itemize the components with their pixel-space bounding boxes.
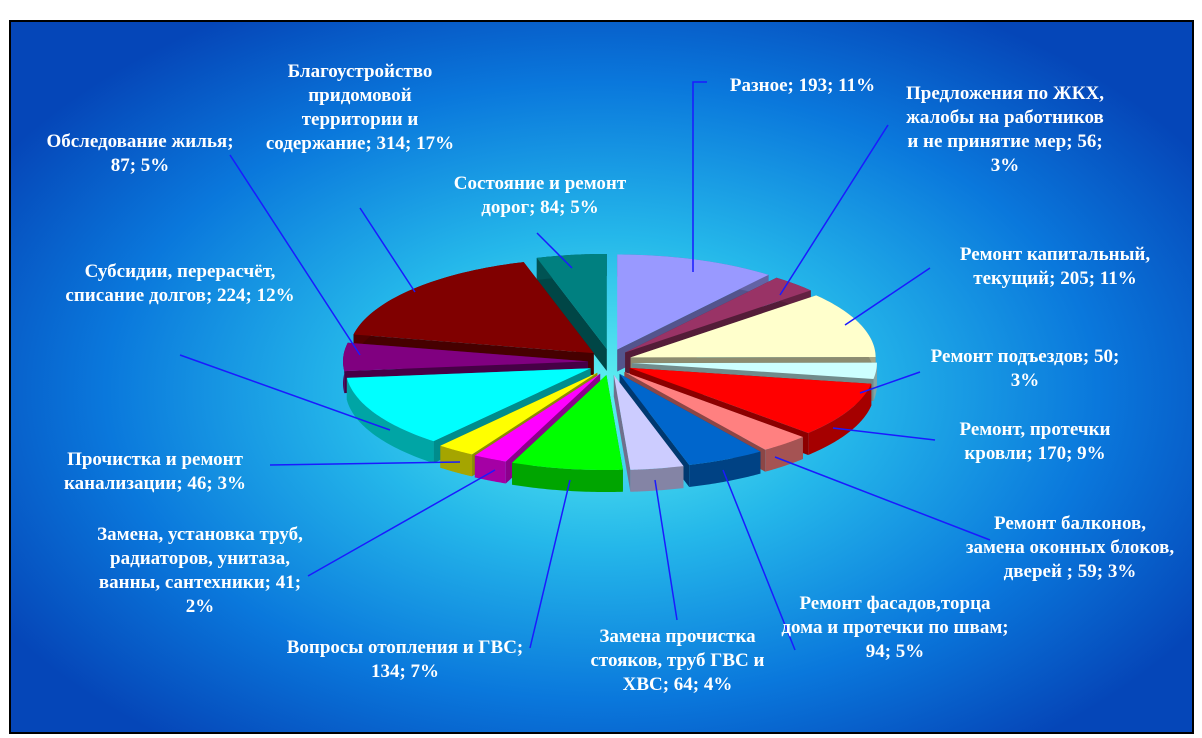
slice <box>630 295 876 358</box>
slice-side <box>536 257 607 371</box>
leader-line <box>179 354 391 431</box>
data-label: Состояние и ремонт дорог; 84; 5% <box>453 173 627 218</box>
leader-line <box>779 124 889 296</box>
slice-side <box>765 437 803 472</box>
leader-line <box>229 154 361 356</box>
slice <box>619 373 761 465</box>
data-label: Субсидии, перерасчёт, списание долгов; 2… <box>65 261 295 306</box>
leader-line <box>654 479 678 621</box>
slice <box>631 362 877 379</box>
slice-side <box>346 377 434 464</box>
leader-line <box>844 267 931 326</box>
leader-line <box>859 371 921 394</box>
slice <box>346 368 591 442</box>
leader-line <box>307 469 496 577</box>
slice <box>629 367 872 433</box>
slice <box>440 372 598 455</box>
data-label: Ремонт, протечки кровли; 170; 9% <box>959 419 1111 464</box>
leader-line <box>536 232 573 269</box>
data-label: Замена прочистка стояков, труб ГВС и ХВС… <box>590 626 765 695</box>
data-label: Предложения по ЖКХ, жалобы на работников… <box>906 83 1104 176</box>
slice-side <box>689 451 761 487</box>
slice-tops <box>343 253 877 471</box>
data-label: Разное; 193; 11% <box>729 75 876 96</box>
data-label: Ремонт подъездов; 50; 3% <box>930 346 1120 391</box>
slice-side <box>613 374 631 492</box>
data-label: Ремонт фасадов,торца дома и протечки по … <box>781 593 1009 662</box>
leader-line <box>832 427 936 441</box>
leader-line <box>269 461 461 466</box>
leader-line <box>529 479 571 649</box>
slice-side <box>873 362 877 401</box>
slice <box>617 254 769 350</box>
slice <box>624 371 803 450</box>
leader-line <box>722 469 796 651</box>
chart-area <box>9 20 1194 734</box>
data-label: Ремонт капитальный, текущий; 205; 11% <box>959 244 1151 289</box>
data-label: Прочистка и ремонт канализации; 46; 3% <box>63 449 246 494</box>
slice <box>474 373 601 462</box>
slice <box>625 277 811 353</box>
data-label: Ремонт балконов, замена оконных блоков, … <box>965 513 1175 582</box>
data-label: Замена, установка труб, радиаторов, унит… <box>97 524 303 617</box>
slice-side <box>630 466 684 492</box>
data-label: Вопросы отопления и ГВС; 134; 7% <box>286 637 524 682</box>
data-label: Обследование жилья; 87; 5% <box>46 131 234 176</box>
slice <box>353 262 594 354</box>
leader-line <box>359 207 416 293</box>
leader-line <box>774 456 991 541</box>
slice <box>512 375 623 471</box>
slice-side <box>512 462 623 493</box>
slice-side <box>808 383 872 455</box>
leader-line <box>692 81 707 272</box>
slice <box>613 374 684 470</box>
data-label: Благоустройство придомовой территории и … <box>265 61 455 154</box>
slice-side <box>440 445 473 477</box>
slice <box>343 342 589 372</box>
slice <box>536 253 607 349</box>
